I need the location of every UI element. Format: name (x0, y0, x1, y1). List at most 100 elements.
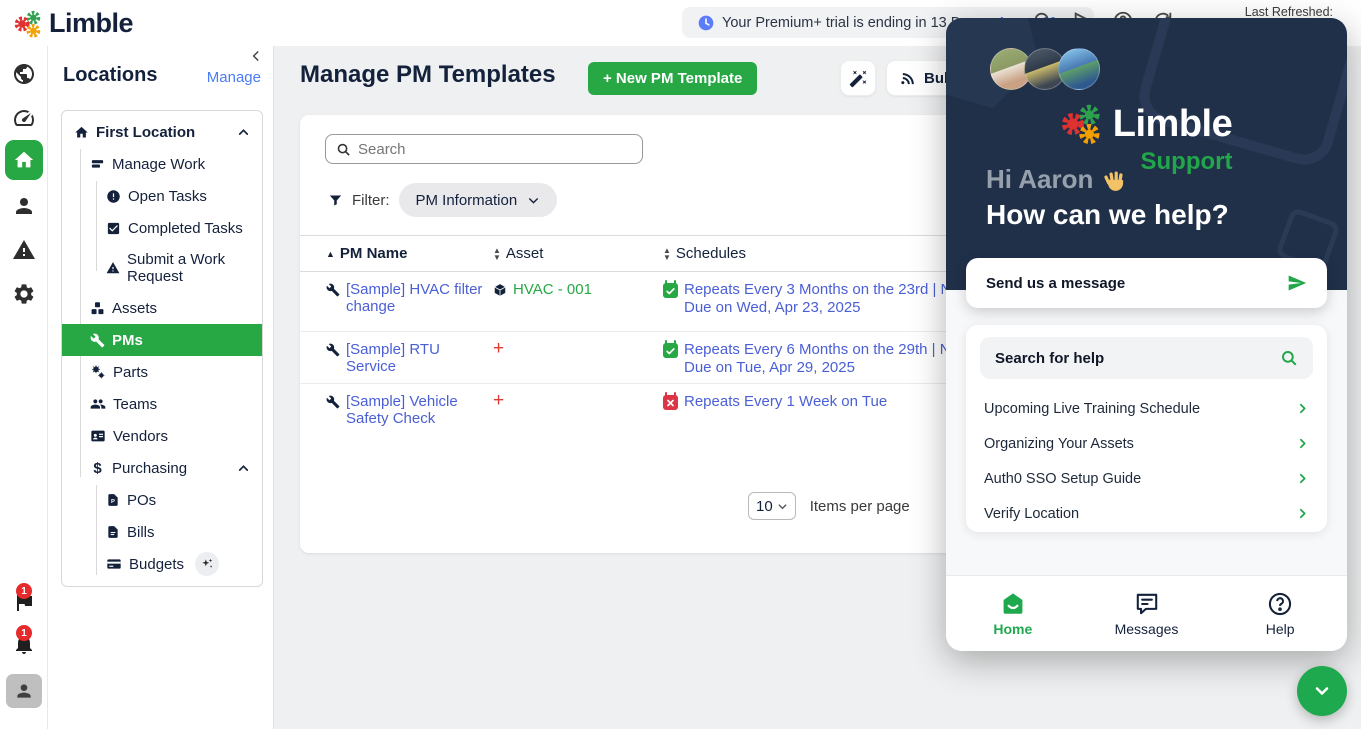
schedule-link[interactable]: Repeats Every 6 Months on the 29th | Nex… (684, 341, 971, 377)
help-link-item[interactable]: Auth0 SSO Setup Guide (966, 461, 1327, 496)
sort-icon: ▲ ▼ (493, 245, 501, 262)
wrench-icon (326, 395, 340, 409)
column-header-pm-name[interactable]: ▲ PM Name (326, 245, 408, 262)
schedule-link[interactable]: Repeats Every 3 Months on the 23rd | Nex… (684, 281, 972, 317)
asset-cell: + (493, 390, 505, 411)
page-title: Manage PM Templates (300, 61, 556, 88)
sidebar-item-pos[interactable]: P POs (62, 484, 262, 516)
search-icon (337, 143, 350, 156)
pm-templates-card: Filter: PM Information ▲ PM Name ▲▼ Asse… (300, 115, 1063, 553)
user-avatar[interactable] (6, 674, 42, 708)
column-header-asset[interactable]: ▲ ▼ Asset (493, 245, 544, 262)
column-header-schedules[interactable]: ▲ ▼ Schedules (663, 245, 746, 262)
manage-work-icon (91, 159, 104, 168)
send-message-button[interactable]: Send us a message (966, 258, 1327, 308)
filter-pill-pm-information[interactable]: PM Information (398, 183, 558, 217)
sidebar-collapse-icon[interactable] (249, 49, 263, 63)
settings-nav-button[interactable] (0, 282, 48, 306)
home-icon (14, 151, 34, 168)
home-smile-icon (1003, 592, 1023, 614)
sidebar-item-open-tasks[interactable]: Open Tasks (62, 180, 262, 212)
chevron-up-icon (238, 465, 249, 471)
calendar-x-icon (663, 392, 678, 410)
sidebar-item-vendors[interactable]: Vendors (62, 420, 262, 452)
trial-text: Your Premium+ trial is ending in 13 Days… (722, 14, 988, 31)
limble-logo: Limble (14, 8, 134, 39)
work-request-icon (106, 262, 120, 274)
support-agent-avatar (1058, 48, 1100, 90)
widget-nav-help[interactable]: Help (1213, 576, 1347, 651)
gauge-icon (14, 110, 34, 127)
schedule-cell: Repeats Every 3 Months on the 23rd | Nex… (663, 280, 1059, 318)
sidebar-item-manage-work[interactable]: Manage Work (62, 148, 262, 180)
budgets-card-icon (107, 559, 121, 569)
sidebar-item-first-location[interactable]: First Location (62, 116, 262, 148)
help-link-item[interactable]: Verify Location (966, 496, 1327, 531)
sidebar-item-bills[interactable]: Bills (62, 516, 262, 548)
person-icon (16, 198, 32, 214)
help-link-item[interactable]: Organizing Your Assets (966, 426, 1327, 461)
chevron-right-icon (1300, 508, 1306, 519)
tree-connector (80, 149, 81, 477)
home-nav-button[interactable] (5, 140, 43, 180)
sidebar-item-purchasing[interactable]: $ Purchasing (62, 452, 262, 484)
chevron-right-icon (1300, 438, 1306, 449)
sidebar-item-submit-work-request[interactable]: Submit a Work Request (62, 244, 262, 292)
people-nav-button[interactable] (0, 194, 48, 218)
notifications-nav-button[interactable]: 1 (0, 625, 48, 656)
sidebar-item-completed-tasks[interactable]: Completed Tasks (62, 212, 262, 244)
sidebar-item-teams[interactable]: Teams (62, 388, 262, 420)
location-home-icon (75, 126, 88, 137)
add-asset-button[interactable]: + (493, 338, 505, 359)
parts-icon (91, 365, 105, 379)
search-input[interactable] (358, 140, 632, 158)
schedule-cell: Repeats Every 6 Months on the 29th | Nex… (663, 340, 1059, 378)
funnel-icon (329, 195, 342, 205)
tree-connector (96, 485, 97, 575)
wrench-icon (326, 283, 340, 297)
sidebar-item-budgets[interactable]: Budgets (62, 548, 262, 580)
table-row: [Sample] HVAC filter change HVAC - 001 R… (300, 272, 1063, 332)
new-pm-template-button[interactable]: + New PM Template (588, 62, 758, 95)
sidebar-item-assets[interactable]: Assets (62, 292, 262, 324)
sidebar-item-parts[interactable]: Parts (62, 356, 262, 388)
calendar-check-icon (663, 340, 678, 358)
location-tree: First Location Manage Work Open Tasks Co… (61, 110, 263, 587)
help-question-icon (1269, 592, 1292, 615)
magic-wand-button[interactable] (840, 60, 876, 96)
help-search-button[interactable]: Search for help (980, 337, 1313, 379)
pm-template-link[interactable]: [Sample] HVAC filter change (346, 281, 483, 316)
rss-icon (901, 72, 914, 84)
support-avatars (990, 48, 1100, 90)
pm-template-link[interactable]: [Sample] RTU Service (346, 341, 440, 376)
chevron-down-icon (529, 197, 539, 204)
calendar-check-icon (663, 280, 678, 298)
dashboard-nav-button[interactable] (0, 106, 48, 130)
sparkle-icon (202, 558, 213, 568)
feedback-nav-button[interactable]: 1 (0, 583, 48, 614)
sidebar-item-pms[interactable]: PMs (62, 324, 262, 356)
bill-file-icon (108, 526, 118, 538)
open-tasks-icon (107, 189, 120, 203)
avatar-person-icon (17, 684, 31, 698)
sort-asc-icon: ▲ (326, 248, 335, 259)
schedule-link[interactable]: Repeats Every 1 Week on Tue (684, 393, 888, 410)
asset-link[interactable]: HVAC - 001 (513, 281, 592, 298)
add-asset-button[interactable]: + (493, 390, 505, 411)
global-nav-button[interactable] (0, 62, 48, 86)
widget-nav-messages[interactable]: Messages (1080, 576, 1214, 651)
chevron-right-icon (1300, 473, 1306, 484)
pm-template-link[interactable]: [Sample] Vehicle Safety Check (346, 393, 458, 428)
warning-triangle-icon (13, 240, 35, 259)
table-header: ▲ PM Name ▲ ▼ Asset ▲ ▼ Schedules (300, 235, 1063, 272)
widget-nav-home[interactable]: Home (946, 576, 1080, 651)
chevron-up-icon (238, 129, 249, 135)
close-widget-fab[interactable] (1297, 666, 1347, 716)
manage-locations-link[interactable]: Manage (206, 69, 261, 86)
search-box (325, 134, 643, 164)
limble-logo-icon (1061, 104, 1100, 145)
help-link-item[interactable]: Upcoming Live Training Schedule (966, 391, 1327, 426)
alerts-nav-button[interactable] (0, 238, 48, 262)
items-per-page-select[interactable]: 10 (748, 492, 796, 520)
